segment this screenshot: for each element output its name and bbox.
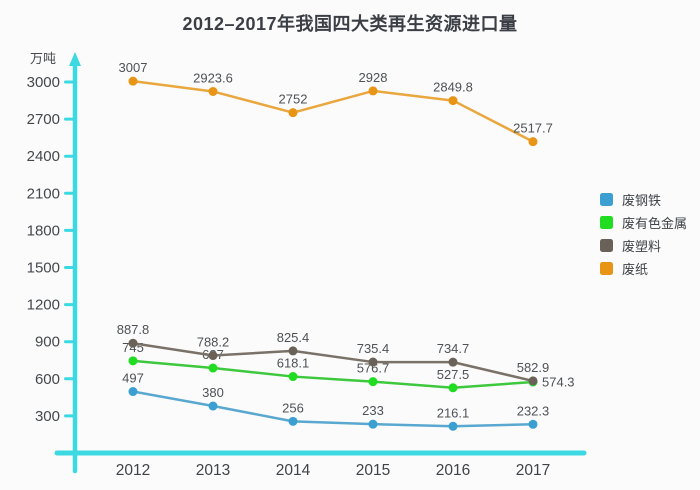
x-tick-label: 2016: [436, 462, 470, 479]
x-tick-label: 2015: [356, 462, 390, 479]
data-point-label: 734.7: [437, 341, 470, 356]
data-point-marker: [128, 338, 138, 348]
data-point-marker: [128, 76, 138, 86]
legend-label: 废钢铁: [622, 193, 662, 208]
y-axis-arrow-icon: [69, 52, 81, 66]
legend-label: 废纸: [622, 262, 649, 277]
data-point-marker: [288, 372, 298, 382]
legend-label: 废有色金属: [622, 216, 688, 231]
x-tick-label: 2017: [516, 462, 550, 479]
legend-label: 废塑料: [622, 239, 662, 254]
data-point-marker: [368, 377, 378, 387]
y-tick-label: 1500: [27, 260, 60, 277]
legend-item-waste-paper: 废纸: [600, 257, 687, 280]
data-point-marker: [448, 383, 458, 393]
data-point-marker: [208, 86, 218, 96]
legend-swatch-scrap-plastic: [600, 239, 613, 252]
data-point-marker: [528, 376, 538, 386]
data-point-label: 256: [282, 400, 304, 415]
legend-swatch-waste-paper: [600, 262, 613, 275]
x-tick-label: 2013: [196, 462, 230, 479]
data-point-label: 735.4: [357, 341, 390, 356]
data-point-label: 216.1: [437, 405, 470, 420]
series-line-废有色金属: [131, 359, 535, 390]
data-point-label: 2923.6: [193, 70, 233, 85]
data-point-label: 618.1: [277, 356, 310, 371]
data-point-marker: [208, 363, 218, 373]
series-line-废塑料: [131, 341, 535, 383]
legend-item-scrap-steel: 废钢铁: [600, 188, 687, 211]
y-tick-label: 3000: [27, 74, 60, 91]
data-point-label: 3007: [119, 60, 148, 75]
data-point-marker: [368, 357, 378, 367]
data-point-marker: [128, 356, 138, 366]
data-point-marker: [448, 357, 458, 367]
chart-legend: 废钢铁 废有色金属 废塑料 废纸: [600, 188, 687, 280]
y-tick-label: 900: [35, 334, 60, 351]
data-point-label: 2928: [359, 70, 388, 85]
data-point-marker: [128, 387, 138, 397]
y-tick-label: 2400: [27, 148, 60, 165]
y-axis-unit-label: 万吨: [30, 51, 57, 66]
y-tick-label: 2700: [27, 111, 60, 128]
data-point-label: 574.3: [542, 374, 575, 389]
series-line-废钢铁: [131, 390, 535, 428]
data-point-marker: [448, 421, 458, 431]
y-tick-label: 300: [35, 408, 60, 425]
data-point-label: 788.2: [197, 335, 230, 350]
series-line-废纸: [131, 79, 535, 143]
legend-item-scrap-plastic: 废塑料: [600, 234, 687, 257]
data-point-label: 497: [122, 371, 144, 386]
y-tick-label: 600: [35, 371, 60, 388]
chart-title: 2012–2017年我国四大类再生资源进口量: [182, 14, 518, 34]
data-point-label: 2752: [279, 92, 308, 107]
data-point-label: 2849.8: [433, 80, 473, 95]
data-point-label: 233: [362, 403, 384, 418]
data-point-marker: [288, 346, 298, 356]
data-point-marker: [368, 419, 378, 429]
x-tick-label: 2012: [116, 462, 150, 479]
x-tick-label: 2014: [276, 462, 311, 479]
data-point-label: 825.4: [277, 330, 310, 345]
data-point-label: 527.5: [437, 367, 470, 382]
data-point-marker: [448, 96, 458, 106]
data-point-marker: [528, 419, 538, 429]
data-point-label: 576.7: [357, 361, 390, 376]
legend-swatch-nonferrous-metal: [600, 216, 613, 229]
legend-item-nonferrous-metal: 废有色金属: [600, 211, 687, 234]
legend-swatch-scrap-steel: [600, 193, 613, 206]
y-tick-label: 1800: [27, 222, 60, 239]
data-point-marker: [208, 351, 218, 361]
data-point-marker: [528, 137, 538, 147]
data-point-marker: [288, 416, 298, 426]
data-point-label: 2517.7: [513, 121, 553, 136]
y-tick-label: 2100: [27, 185, 60, 202]
data-point-marker: [288, 108, 298, 118]
data-point-label: 582.9: [517, 360, 550, 375]
data-point-label: 232.3: [517, 403, 550, 418]
data-point-label: 887.8: [117, 322, 150, 337]
data-point-marker: [368, 86, 378, 96]
data-point-label: 380: [202, 385, 224, 400]
y-tick-label: 1200: [27, 297, 60, 314]
data-point-marker: [208, 401, 218, 411]
